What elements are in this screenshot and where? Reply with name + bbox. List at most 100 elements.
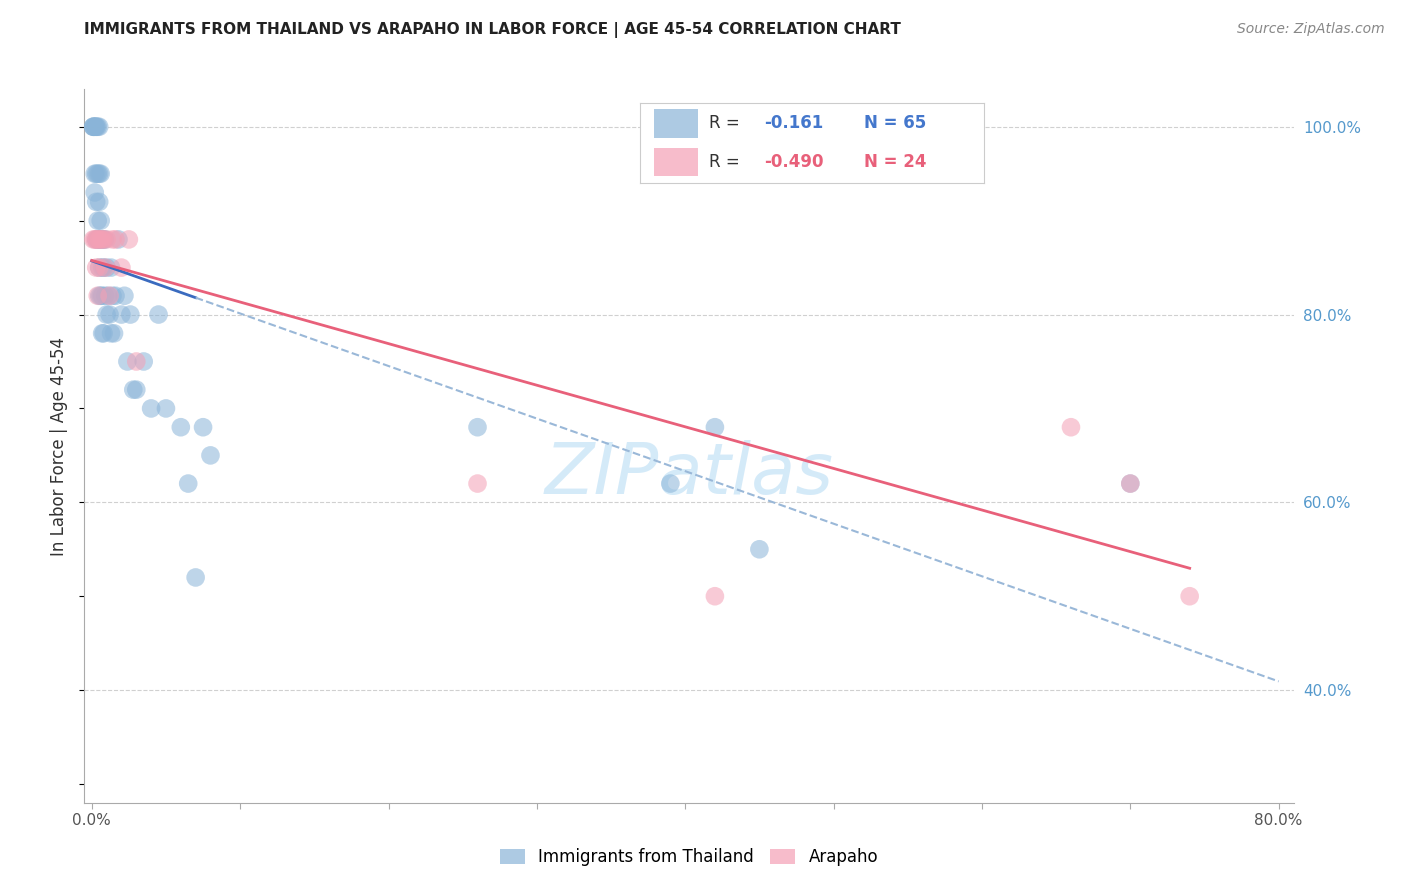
Point (112, 289, 135, 303)
Y-axis label: In Labor Force | Age 45-54: In Labor Force | Age 45-54 (51, 336, 69, 556)
Point (125, 383, 148, 397)
Point (82, 232, 104, 246)
Text: -0.490: -0.490 (763, 153, 824, 171)
Point (91, 232, 114, 246)
Point (82, 120, 104, 134)
Point (703, 589, 725, 603)
Point (101, 289, 124, 303)
Point (184, 570, 207, 584)
Point (89, 194, 111, 209)
Point (82, 120, 104, 134)
Point (117, 354, 139, 368)
Point (84, 194, 107, 209)
Point (89, 167, 111, 181)
Point (86, 120, 108, 134)
Point (93, 232, 115, 246)
Point (89, 260, 111, 275)
Point (90, 289, 112, 303)
Point (94, 260, 117, 275)
FancyBboxPatch shape (654, 147, 699, 177)
Point (84, 167, 107, 181)
Point (191, 420, 214, 434)
Point (467, 420, 489, 434)
Point (89, 120, 111, 134)
Text: IMMIGRANTS FROM THAILAND VS ARAPAHO IN LABOR FORCE | AGE 45-54 CORRELATION CHART: IMMIGRANTS FROM THAILAND VS ARAPAHO IN L… (84, 22, 901, 38)
Point (132, 354, 155, 368)
Point (1119, 476, 1142, 491)
Legend: Immigrants from Thailand, Arapaho: Immigrants from Thailand, Arapaho (494, 842, 884, 873)
Point (91, 260, 114, 275)
Point (90, 232, 112, 246)
Point (97, 289, 120, 303)
Point (94, 232, 117, 246)
Point (86, 213, 108, 227)
Point (104, 289, 127, 303)
Text: R =: R = (709, 114, 740, 132)
Point (84, 260, 107, 275)
Point (90, 232, 112, 246)
Point (659, 476, 682, 491)
Point (98, 308, 121, 322)
Text: N = 65: N = 65 (863, 114, 927, 132)
Point (107, 232, 129, 246)
Point (100, 260, 122, 275)
Text: Source: ZipAtlas.com: Source: ZipAtlas.com (1237, 22, 1385, 37)
Point (93, 260, 115, 275)
Point (89, 232, 111, 246)
Point (467, 476, 489, 491)
Point (96, 308, 118, 322)
FancyBboxPatch shape (654, 109, 699, 138)
Point (89, 232, 111, 246)
Point (84, 120, 107, 134)
Point (86, 232, 108, 246)
Point (86, 167, 108, 181)
Point (83, 120, 105, 134)
Point (84, 120, 107, 134)
Point (101, 232, 124, 246)
Point (1119, 476, 1142, 491)
Point (118, 232, 141, 246)
Point (1178, 589, 1201, 603)
Point (83, 186, 105, 200)
Point (84, 232, 107, 246)
Point (139, 401, 162, 416)
Point (84, 232, 107, 246)
Point (98, 289, 121, 303)
Point (93, 326, 115, 341)
Point (177, 476, 200, 491)
Point (94, 289, 117, 303)
Point (90, 213, 112, 227)
Point (104, 232, 127, 246)
Point (89, 289, 111, 303)
Point (90, 167, 112, 181)
Point (110, 308, 132, 322)
Point (170, 420, 193, 434)
Point (122, 383, 145, 397)
Point (110, 260, 132, 275)
Point (120, 308, 142, 322)
Point (89, 260, 111, 275)
Point (96, 232, 118, 246)
Point (703, 420, 725, 434)
Point (200, 449, 222, 463)
Point (91, 289, 114, 303)
Point (83, 232, 105, 246)
Point (83, 167, 105, 181)
Point (155, 401, 177, 416)
Point (82, 120, 104, 134)
Point (100, 326, 122, 341)
Text: R =: R = (709, 153, 740, 171)
Point (83, 120, 105, 134)
Point (96, 260, 118, 275)
Text: -0.161: -0.161 (763, 114, 823, 132)
Point (148, 308, 170, 322)
Point (125, 354, 148, 368)
Point (1060, 420, 1083, 434)
Point (103, 326, 125, 341)
Point (93, 232, 115, 246)
Text: ZIPatlas: ZIPatlas (544, 440, 834, 509)
Point (91, 326, 114, 341)
Text: N = 24: N = 24 (863, 153, 927, 171)
Point (91, 232, 114, 246)
Point (748, 542, 770, 557)
